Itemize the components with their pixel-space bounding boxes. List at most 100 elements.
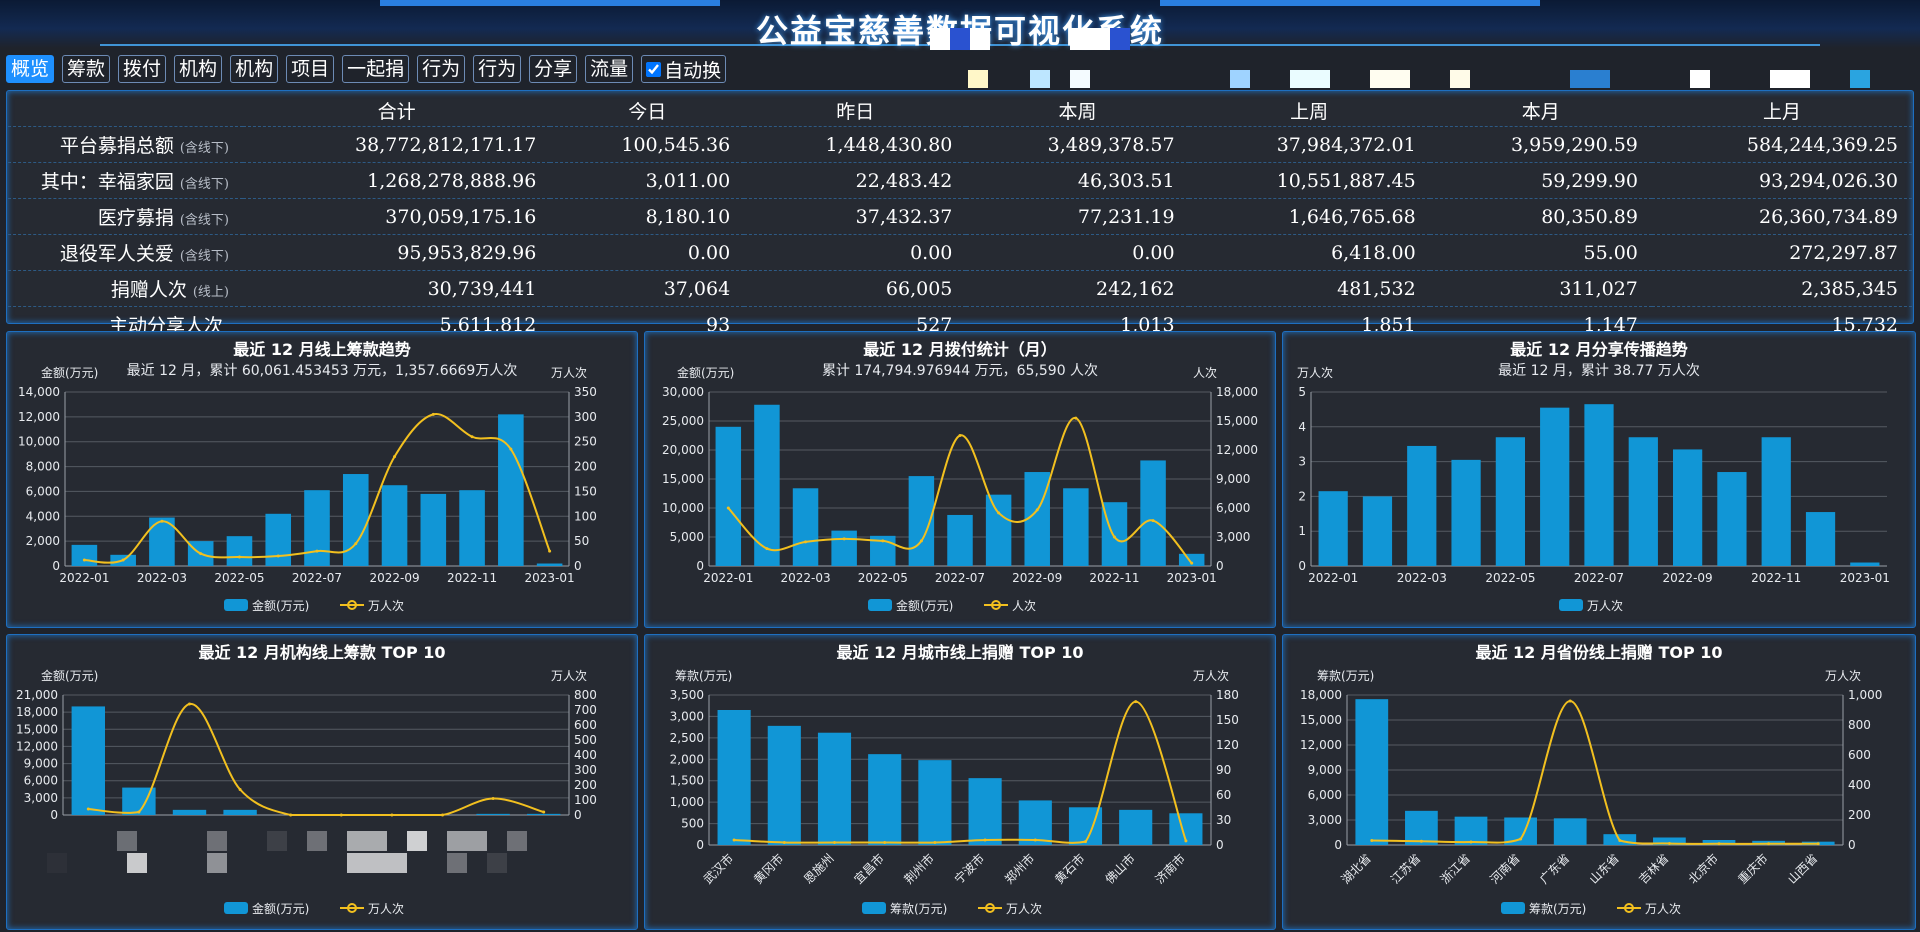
tab-disbursement[interactable]: 拨付: [118, 55, 167, 83]
y-tick-label-right: 0: [1216, 559, 1224, 573]
line-point: [289, 813, 293, 817]
tab-behavior-2[interactable]: 行为: [473, 55, 522, 83]
cell-value: 100,545.36: [550, 126, 745, 163]
legend-swatch-marker: [1624, 903, 1634, 913]
row-label-text: 平台募捐总额: [59, 135, 174, 157]
line-point: [1667, 842, 1671, 845]
legend-label: 金额(万元): [252, 598, 309, 613]
tab-share[interactable]: 分享: [529, 55, 578, 83]
bar: [498, 414, 524, 566]
header-deco-left: [380, 0, 720, 6]
y-tick-label-left: 2,000: [670, 752, 704, 766]
bar: [1451, 459, 1481, 566]
cell-value: 6,418.00: [1188, 234, 1430, 271]
y-tick-label-right: 50: [574, 534, 589, 548]
tab-organization-2[interactable]: 机构: [230, 55, 279, 83]
bar: [1584, 404, 1614, 566]
legend-swatch-bar: [862, 902, 886, 914]
col-today: 今日: [628, 100, 667, 123]
y-tick-label-left: 1: [1298, 524, 1306, 538]
col-this-month: 本月: [1521, 100, 1560, 123]
row-label-note: (含线下): [179, 249, 229, 264]
tab-traffic[interactable]: 流量: [585, 55, 634, 83]
x-tick-label: 黄石市: [1052, 851, 1088, 887]
chart-share: 0 1 2 3 4 5 万人次 2022-01 2022-03 2022-05 2022-07 202…: [1297, 366, 1890, 613]
line-point: [1035, 508, 1039, 512]
cell-value: 55.00: [1429, 234, 1652, 271]
chart-title: 最近 12 月机构线上筹款 TOP 10: [198, 643, 446, 662]
bar: [831, 530, 857, 566]
tab-overview[interactable]: 概览: [6, 55, 55, 83]
auto-switch-checkbox[interactable]: [646, 61, 662, 77]
tab-project[interactable]: 项目: [286, 55, 335, 83]
auto-switch-toggle[interactable]: 自动换: [641, 55, 727, 83]
line-point: [1184, 839, 1188, 843]
bar: [968, 778, 1002, 845]
y-tick-label-left: 500: [681, 817, 704, 831]
line-point: [137, 810, 141, 814]
bar: [476, 813, 510, 815]
y-tick-label-right: 800: [574, 688, 597, 702]
summary-row: 其中：幸福家园 (含线下) 1,268,278,888.96 3,011.00 22,4…: [8, 162, 1912, 199]
line-point: [491, 797, 495, 800]
bar: [754, 404, 780, 566]
row-label: 退役军人关爱 (含线下): [8, 234, 243, 271]
x-tick-label: 2022-05: [1485, 571, 1535, 585]
row-label-text: 退役军人关爱: [59, 243, 174, 265]
cell-value: 37,984,372.01: [1188, 126, 1430, 163]
line-point: [1419, 839, 1423, 843]
cell-value: 38,772,812,171.17: [243, 126, 551, 163]
bar: [767, 725, 801, 845]
bar: [1318, 491, 1348, 566]
x-tick-label: 2022-03: [137, 571, 187, 585]
y-tick-label-left: 20,000: [662, 443, 704, 457]
y-tick-label-left: 4: [1298, 420, 1306, 434]
cell-value: 59,299.90: [1429, 162, 1652, 199]
tab-behavior-1[interactable]: 行为: [417, 55, 466, 83]
line-point: [237, 555, 241, 559]
y-tick-label-left: 9,000: [24, 757, 58, 771]
y-tick-label-right: 1,000: [1848, 688, 1882, 702]
header-deco-right: [1160, 0, 1540, 6]
row-label-text: 医疗募捐: [97, 207, 174, 229]
x-tick-label: 2022-11: [1751, 571, 1801, 585]
y-axis-title-left: 金额(万元): [41, 365, 98, 380]
bar: [918, 760, 952, 845]
bar: [1850, 562, 1880, 566]
y-tick-label-left: 10,000: [18, 435, 60, 449]
y-tick-label-left: 3,000: [24, 791, 58, 805]
x-tick-label: 宁波市: [951, 851, 987, 887]
line-point: [1084, 840, 1087, 844]
pixelated-labels: [47, 831, 547, 875]
tab-organization-1[interactable]: 机构: [174, 55, 223, 83]
chart-panel-share: 最近 12 月分享传播趋势 最近 12 月，累计 38.77 万人次 0 1 2 3 4…: [1282, 331, 1916, 628]
line-point: [121, 558, 125, 562]
line-point: [390, 813, 394, 817]
tab-donate-together[interactable]: 一起捐: [342, 55, 410, 83]
line-point: [1112, 535, 1116, 539]
bar: [1495, 437, 1526, 566]
line-point: [315, 549, 319, 553]
tab-fundraising[interactable]: 筹款: [62, 55, 111, 83]
chart-title: 最近 12 月线上筹款趋势: [233, 340, 411, 359]
line-point: [804, 540, 808, 544]
x-tick-label: 2022-07: [292, 571, 342, 585]
y-tick-label-right: 0: [1848, 838, 1856, 852]
cell-value: 8,180.10: [550, 198, 745, 235]
y-tick-label-right: 6,000: [1216, 501, 1250, 515]
cell-value: 95,953,829.96: [243, 234, 551, 271]
line-point: [919, 539, 923, 543]
auto-switch-label: 自动换: [664, 59, 722, 82]
row-label-text: 捐赠人次: [110, 279, 187, 301]
line-point: [732, 838, 736, 842]
line-point: [883, 841, 887, 844]
line-point: [726, 506, 730, 510]
bar: [226, 536, 253, 566]
y-tick-label-right: 12,000: [1216, 443, 1258, 457]
y-tick-label-left: 6,000: [26, 484, 60, 498]
bar: [342, 474, 369, 566]
x-tick-label: 广东省: [1537, 851, 1572, 886]
y-tick-label-right: 600: [574, 718, 597, 732]
x-tick-label: 2023-01: [525, 571, 575, 585]
legend-label: 金额(万元): [252, 901, 309, 916]
